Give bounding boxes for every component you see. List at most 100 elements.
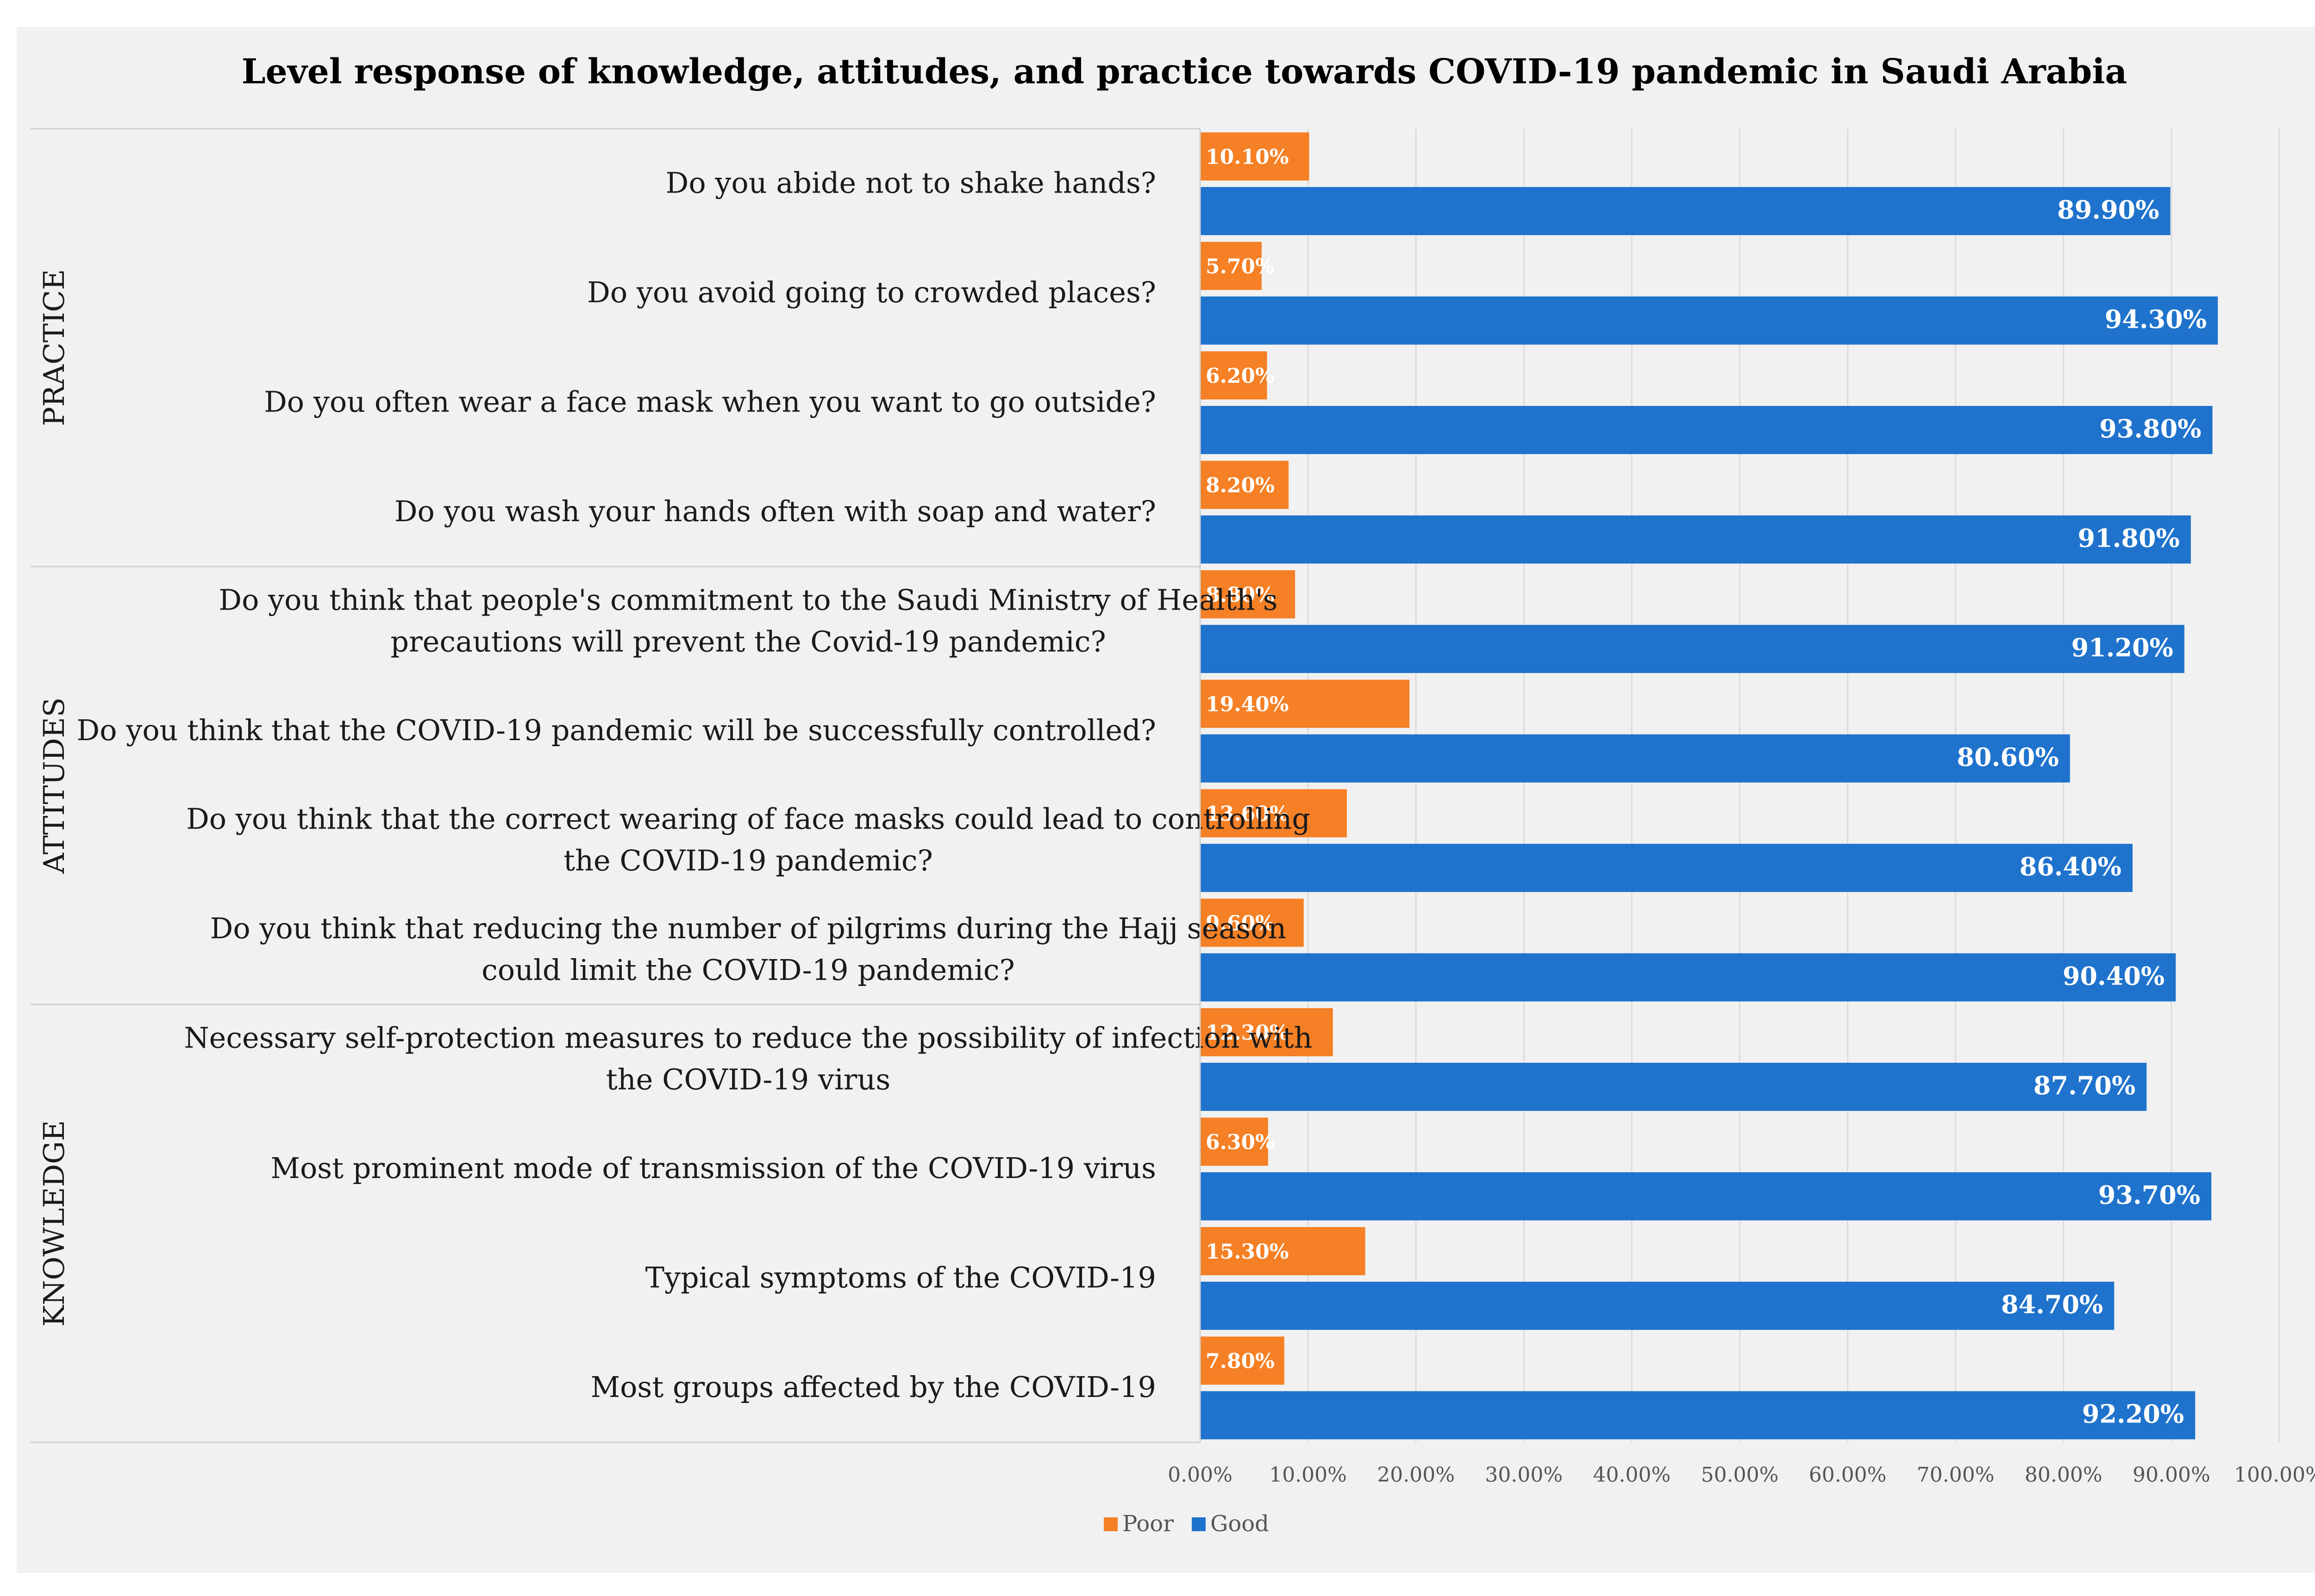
bar-poor bbox=[1200, 789, 1347, 837]
data-label-poor: 8.80% bbox=[1206, 583, 1275, 607]
data-label-poor: 7.80% bbox=[1206, 1350, 1275, 1373]
data-label-good: 91.20% bbox=[2071, 633, 2173, 662]
bar-good bbox=[1200, 953, 2176, 1002]
data-label-poor: 5.70% bbox=[1206, 255, 1275, 279]
category-label-line: Do you think that the COVID-19 pandemic … bbox=[77, 713, 1156, 747]
data-label-poor: 8.20% bbox=[1206, 474, 1275, 498]
x-tick-label: 100.00% bbox=[2234, 1463, 2315, 1487]
group-label-practice: PRACTICE bbox=[37, 269, 71, 426]
bar-good bbox=[1200, 1282, 2115, 1330]
category-label-line: Most groups affected by the COVID-19 bbox=[591, 1370, 1156, 1404]
category-label-line: the COVID-19 virus bbox=[606, 1062, 890, 1096]
category-label: Typical symptoms of the COVID-19 bbox=[645, 1260, 1156, 1294]
bar-good bbox=[1200, 187, 2171, 235]
data-label-poor: 6.20% bbox=[1206, 364, 1275, 388]
x-tick-label: 0.00% bbox=[1168, 1463, 1233, 1487]
category-label: Most prominent mode of transmission of t… bbox=[270, 1151, 1156, 1185]
grid-layer bbox=[1199, 129, 2280, 1442]
x-tick-label: 40.00% bbox=[1593, 1463, 1671, 1487]
legend-label-poor: Poor bbox=[1122, 1511, 1174, 1537]
data-label-good: 80.60% bbox=[1957, 742, 2058, 772]
category-label-line: Do you wash your hands often with soap a… bbox=[394, 494, 1156, 528]
bar-poor bbox=[1200, 898, 1304, 947]
data-label-good: 91.80% bbox=[2077, 524, 2179, 553]
data-label-poor: 19.40% bbox=[1206, 693, 1289, 717]
category-label-line: Do you think that reducing the number of… bbox=[210, 911, 1287, 945]
group-label-knowledge: KNOWLEDGE bbox=[37, 1120, 71, 1327]
chart-title: Level response of knowledge, attitudes, … bbox=[242, 52, 2127, 92]
category-label: Do you think that reducing the number of… bbox=[210, 911, 1287, 987]
bar-good bbox=[1200, 1063, 2147, 1111]
category-label: Do you abide not to shake hands? bbox=[666, 166, 1156, 200]
data-label-good: 92.20% bbox=[2082, 1399, 2184, 1429]
category-label-line: Necessary self-protection measures to re… bbox=[184, 1021, 1312, 1054]
x-tick-label: 30.00% bbox=[1485, 1463, 1563, 1487]
category-label-line: the COVID-19 pandemic? bbox=[563, 843, 933, 877]
legend: Poor Good bbox=[1104, 1511, 1269, 1537]
category-label-line: could limit the COVID-19 pandemic? bbox=[482, 953, 1015, 987]
category-label: Do you wash your hands often with soap a… bbox=[394, 494, 1156, 528]
category-label-line: Do you think that the correct wearing of… bbox=[186, 802, 1310, 835]
bar-good bbox=[1200, 406, 2213, 454]
x-tick-label: 80.00% bbox=[2025, 1463, 2102, 1487]
group-label-attitudes: ATTITUDES bbox=[37, 698, 71, 874]
x-tick-label: 10.00% bbox=[1269, 1463, 1347, 1487]
category-label: Do you avoid going to crowded places? bbox=[587, 275, 1156, 309]
x-tick-label: 70.00% bbox=[1917, 1463, 1995, 1487]
bar-poor bbox=[1200, 1008, 1333, 1056]
data-label-good: 93.80% bbox=[2099, 414, 2201, 443]
category-label: Most groups affected by the COVID-19 bbox=[591, 1370, 1156, 1404]
legend-swatch-good bbox=[1192, 1517, 1206, 1531]
category-label: Do you often wear a face mask when you w… bbox=[264, 385, 1156, 418]
data-label-good: 84.70% bbox=[2001, 1290, 2103, 1319]
x-tick-label: 60.00% bbox=[1809, 1463, 1887, 1487]
category-label-line: Most prominent mode of transmission of t… bbox=[270, 1151, 1156, 1185]
bar-poor bbox=[1200, 680, 1410, 728]
category-label-line: precautions will prevent the Covid-19 pa… bbox=[390, 624, 1106, 658]
bar-poor bbox=[1200, 242, 1262, 290]
data-label-poor: 13.60% bbox=[1206, 802, 1289, 826]
bar-good bbox=[1200, 1172, 2212, 1221]
category-label-line: Do you abide not to shake hands? bbox=[666, 166, 1156, 200]
bar-poor bbox=[1200, 1336, 1284, 1385]
legend-swatch-poor bbox=[1104, 1517, 1118, 1531]
x-tick-label: 50.00% bbox=[1701, 1463, 1779, 1487]
data-label-good: 94.30% bbox=[2105, 305, 2207, 334]
data-label-good: 93.70% bbox=[2098, 1180, 2200, 1210]
category-label-line: Do you think that people's commitment to… bbox=[219, 583, 1277, 617]
bar-layer bbox=[1200, 132, 2218, 1440]
category-label: Do you think that people's commitment to… bbox=[219, 583, 1277, 658]
bar-poor bbox=[1200, 1117, 1268, 1166]
bar-poor bbox=[1200, 351, 1267, 399]
bar-good bbox=[1200, 734, 2070, 783]
category-label-line: Typical symptoms of the COVID-19 bbox=[645, 1260, 1156, 1294]
data-label-good: 86.40% bbox=[2020, 852, 2121, 881]
bar-poor bbox=[1200, 461, 1289, 509]
data-label-good: 90.40% bbox=[2063, 961, 2165, 991]
bar-good bbox=[1200, 296, 2218, 345]
data-label-poor: 12.30% bbox=[1206, 1021, 1289, 1045]
x-tick-label: 20.00% bbox=[1377, 1463, 1455, 1487]
bar-good bbox=[1200, 515, 2191, 564]
category-label: Do you think that the COVID-19 pandemic … bbox=[77, 713, 1156, 747]
bar-poor bbox=[1200, 1227, 1365, 1275]
chart-svg: Level response of knowledge, attitudes, … bbox=[31, 52, 2315, 1537]
category-label: Do you think that the correct wearing of… bbox=[186, 802, 1310, 877]
bar-good bbox=[1200, 844, 2133, 892]
bar-poor bbox=[1200, 570, 1295, 618]
label-layer: 10.10% 89.90% Do you abide not to shake ha… bbox=[37, 145, 2207, 1429]
bar-poor bbox=[1200, 132, 1309, 181]
data-label-good: 89.90% bbox=[2057, 195, 2159, 224]
data-label-poor: 9.60% bbox=[1206, 912, 1275, 935]
data-label-poor: 10.10% bbox=[1206, 145, 1289, 169]
category-label-line: Do you often wear a face mask when you w… bbox=[264, 385, 1156, 418]
axis-layer: 0.00% 10.00% 20.00% 30.00% 40.00% 50.00% 60.00… bbox=[31, 128, 2315, 1487]
legend-label-good: Good bbox=[1210, 1511, 1269, 1537]
data-label-poor: 15.30% bbox=[1206, 1240, 1289, 1264]
data-label-good: 87.70% bbox=[2033, 1071, 2135, 1100]
data-label-poor: 6.30% bbox=[1206, 1131, 1275, 1154]
bar-good bbox=[1200, 1391, 2196, 1440]
chart-frame: Level response of knowledge, attitudes, … bbox=[17, 27, 2315, 1573]
bar-good bbox=[1200, 625, 2184, 673]
category-label: Necessary self-protection measures to re… bbox=[184, 1021, 1312, 1096]
